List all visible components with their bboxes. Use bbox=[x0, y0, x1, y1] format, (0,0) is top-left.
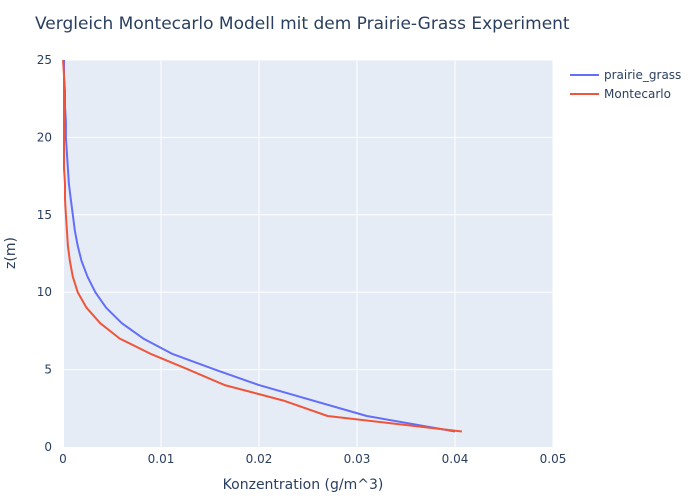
chart-title: Vergleich Montecarlo Modell mit dem Prai… bbox=[35, 14, 570, 34]
y-tick-label: 10 bbox=[37, 285, 52, 299]
x-tick-label: 0.04 bbox=[442, 452, 469, 466]
x-tick-label: 0.02 bbox=[246, 452, 273, 466]
legend-item-label[interactable]: prairie_grass bbox=[604, 68, 681, 82]
plot-background bbox=[63, 60, 553, 447]
x-axis-ticks: 0 0.01 0.02 0.03 0.04 0.05 bbox=[59, 452, 566, 466]
y-axis-title: z(m) bbox=[3, 237, 19, 269]
x-tick-label: 0.03 bbox=[344, 452, 371, 466]
x-tick-label: 0.01 bbox=[148, 452, 175, 466]
series-lines bbox=[62, 59, 463, 433]
y-tick-label: 20 bbox=[37, 130, 52, 144]
series-line-prairie-grass bbox=[63, 60, 456, 433]
legend-item-label[interactable]: Montecarlo bbox=[604, 87, 671, 101]
y-tick-label: 15 bbox=[37, 208, 52, 222]
y-tick-label: 25 bbox=[37, 53, 52, 67]
y-tick-label: 5 bbox=[44, 363, 52, 377]
legend: prairie_grass Montecarlo bbox=[570, 68, 681, 101]
x-tick-label: 0 bbox=[59, 452, 67, 466]
x-axis-title: Konzentration (g/m^3) bbox=[223, 477, 384, 493]
series-line-montecarlo bbox=[62, 59, 463, 433]
y-tick-label: 0 bbox=[44, 440, 52, 454]
x-tick-label: 0.05 bbox=[540, 452, 567, 466]
y-axis-ticks: 0 5 10 15 20 25 bbox=[37, 53, 52, 454]
